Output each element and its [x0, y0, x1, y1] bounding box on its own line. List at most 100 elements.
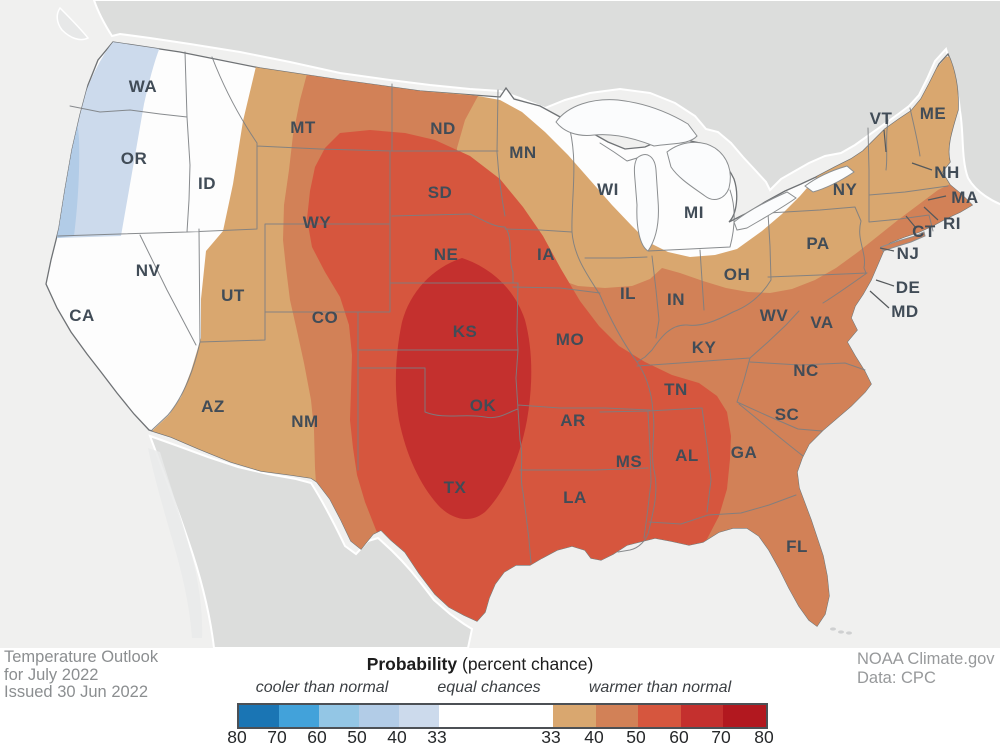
data-source: NOAA Climate.gov Data: CPC: [857, 650, 995, 688]
state-label-mn: MN: [509, 143, 536, 162]
lake-huron: [666, 141, 731, 200]
state-label-nm: NM: [291, 412, 318, 431]
colorbar-warm-60-70: [681, 705, 723, 727]
state-label-md: MD: [891, 302, 918, 321]
legend-title-bold: Probability: [366, 654, 458, 674]
state-label-sc: SC: [775, 405, 800, 424]
state-label-ma: MA: [951, 188, 978, 207]
state-label-al: AL: [675, 446, 699, 465]
colorbar-cool-60-50: [319, 705, 359, 727]
state-label-ct: CT: [912, 222, 936, 241]
state-label-la: LA: [563, 488, 587, 507]
probability-colorbar: [237, 703, 768, 729]
tick-warm-70: 70: [711, 727, 731, 747]
tick-warm-33: 33: [541, 727, 561, 747]
state-borders: [57, 51, 949, 564]
state-label-ar: AR: [560, 411, 586, 430]
state-label-ky: KY: [692, 338, 717, 357]
state-label-ks: KS: [453, 322, 478, 341]
colorbar-cool-70-60: [279, 705, 319, 727]
lake-michigan: [633, 154, 659, 252]
state-label-nh: NH: [934, 163, 960, 182]
lake-superior: [555, 99, 698, 147]
colorbar-cool-40-33: [399, 705, 439, 727]
state-label-wi: WI: [597, 180, 619, 199]
state-label-ne: NE: [434, 245, 459, 264]
florida-keys: [830, 627, 852, 635]
legend-title-rest: (percent chance): [457, 654, 594, 674]
state-label-tx: TX: [444, 478, 467, 497]
state-label-wv: WV: [760, 306, 789, 325]
tick-cool-70: 70: [267, 727, 287, 747]
map-caption: Temperature Outlook for July 2022 Issued…: [4, 648, 159, 702]
caption-line-1: Temperature Outlook: [4, 648, 159, 666]
state-label-or: OR: [121, 149, 148, 168]
state-labels: WA OR ID MT WY NV CA UT CO AZ NM ND SD N…: [69, 77, 978, 556]
caption-line-2: for July 2022: [4, 665, 99, 684]
tick-cool-60: 60: [307, 727, 327, 747]
cool-band-40-50: [57, 113, 80, 238]
tick-cool-33: 33: [427, 727, 447, 747]
state-label-co: CO: [312, 308, 339, 327]
vancouver-island: [56, 6, 90, 41]
state-label-tn: TN: [664, 380, 688, 399]
state-label-vt: VT: [870, 109, 893, 128]
state-label-ia: IA: [537, 245, 555, 264]
colorbar-equal-chances: [439, 705, 553, 727]
state-label-nv: NV: [136, 261, 161, 280]
state-label-de: DE: [896, 278, 921, 297]
state-label-nc: NC: [793, 361, 819, 380]
lake-ontario: [804, 165, 855, 193]
tick-cool-80: 80: [227, 727, 247, 747]
tick-warm-50: 50: [626, 727, 646, 747]
state-label-ny: NY: [833, 180, 858, 199]
baja-terrain-hint: [148, 448, 203, 638]
source-provider: Data: CPC: [857, 669, 936, 687]
colorbar-warm-33-40: [553, 705, 596, 727]
state-label-id: ID: [198, 174, 216, 193]
tick-warm-80: 80: [754, 727, 774, 747]
state-label-in: IN: [667, 290, 685, 309]
outlook-map: WA OR ID MT WY NV CA UT CO AZ NM ND SD N…: [0, 0, 1000, 648]
state-label-mt: MT: [290, 118, 316, 137]
state-label-nj: NJ: [897, 244, 920, 263]
state-label-wa: WA: [129, 77, 157, 96]
tick-warm-40: 40: [584, 727, 604, 747]
state-leader-lines: [869, 129, 947, 309]
colorbar-cool-80-70: [239, 705, 279, 727]
colorbar-warm-70-80: [723, 705, 766, 727]
colorbar-warm-50-60: [638, 705, 681, 727]
state-label-ri: RI: [943, 214, 961, 233]
canada-silhouette: [92, 0, 1000, 206]
caption-line-3: Issued 30 Jun 2022: [4, 683, 149, 701]
legend-warmer-label: warmer than normal: [588, 679, 732, 696]
state-label-il: IL: [620, 284, 636, 303]
legend-equal-label: equal chances: [437, 679, 541, 696]
state-label-mi: MI: [684, 203, 704, 222]
legend-title: Probability (percent chance): [367, 654, 594, 675]
state-label-va: VA: [810, 313, 833, 332]
state-label-nd: ND: [430, 119, 456, 138]
state-label-sd: SD: [428, 183, 453, 202]
lake-erie: [733, 191, 797, 231]
state-label-ms: MS: [616, 452, 643, 471]
state-label-ut: UT: [221, 286, 245, 305]
state-label-ga: GA: [731, 443, 758, 462]
tick-cool-40: 40: [387, 727, 407, 747]
state-label-me: ME: [920, 104, 947, 123]
state-label-ok: OK: [470, 396, 497, 415]
colorbar-warm-40-50: [596, 705, 638, 727]
legend-cooler-label: cooler than normal: [255, 679, 389, 696]
state-label-wy: WY: [303, 213, 332, 232]
source-site: NOAA Climate.gov: [857, 650, 995, 668]
state-label-fl: FL: [786, 537, 808, 556]
colorbar-cool-50-40: [359, 705, 399, 727]
state-label-ca: CA: [69, 306, 95, 325]
state-label-oh: OH: [724, 265, 751, 284]
great-lakes: [555, 99, 855, 252]
tick-cool-50: 50: [347, 727, 367, 747]
tick-warm-60: 60: [669, 727, 689, 747]
state-label-az: AZ: [201, 397, 225, 416]
warm-band-60-70: [395, 258, 532, 520]
